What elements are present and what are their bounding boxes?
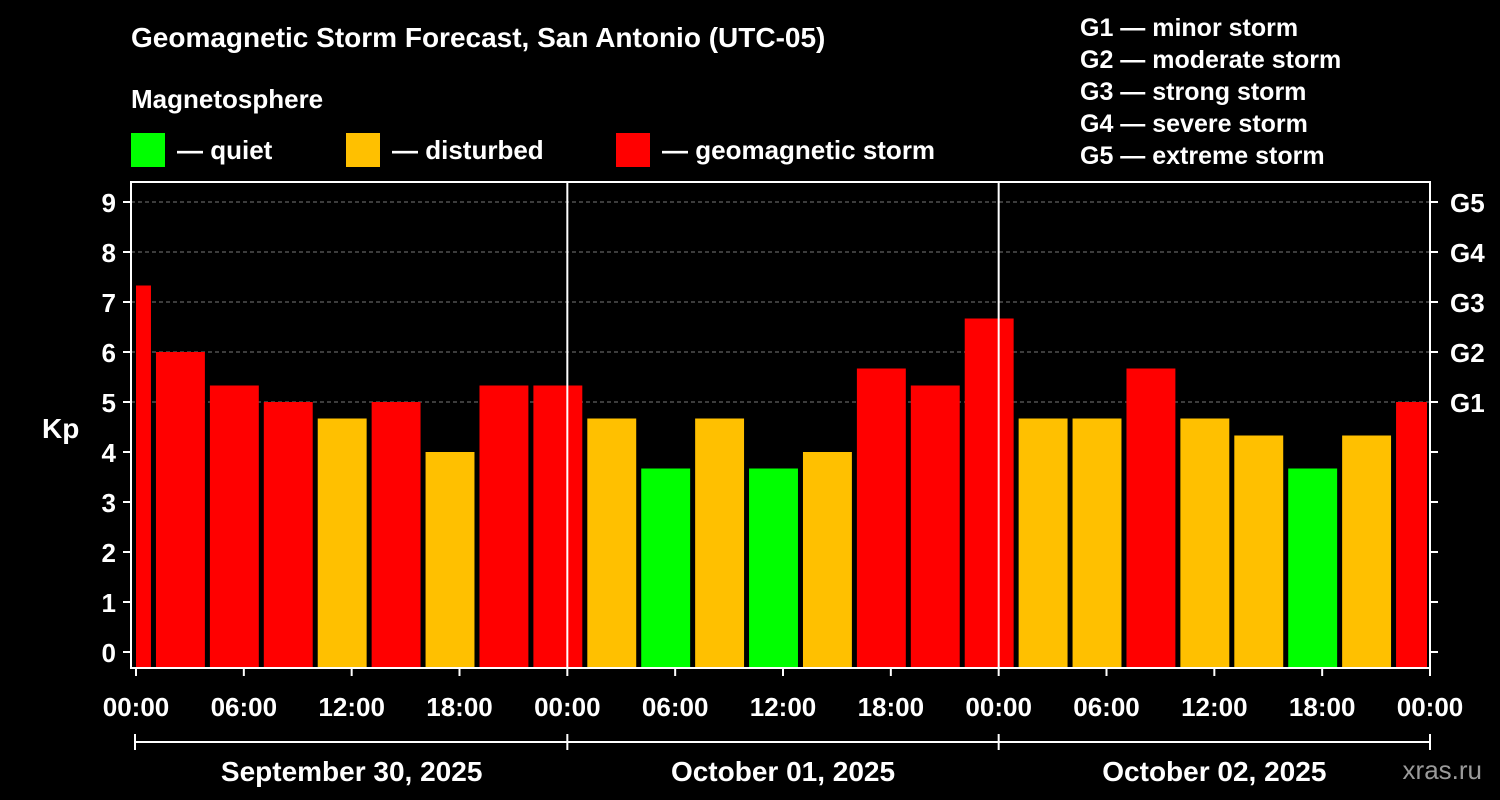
storm-scale-g2: G2 — moderate storm (1080, 46, 1342, 74)
storm-scale-g1: G1 — minor storm (1080, 14, 1299, 42)
g-scale-label: G3 (1450, 288, 1485, 318)
y-tick-label: 1 (102, 588, 116, 618)
kp-bar (1288, 468, 1338, 668)
y-tick-label: 3 (102, 488, 116, 518)
g-scale-label: G1 (1450, 388, 1485, 418)
x-tick-label: 00:00 (103, 692, 170, 722)
x-tick-label: 12:00 (1181, 692, 1248, 722)
kp-bar (1018, 418, 1068, 668)
date-label: October 01, 2025 (671, 756, 895, 787)
kp-bar (263, 402, 313, 668)
legend-swatch-disturbed (346, 133, 380, 167)
x-tick-label: 06:00 (642, 692, 709, 722)
x-tick-label: 00:00 (965, 692, 1032, 722)
legend-quiet: — quiet (131, 133, 272, 167)
kp-bar (910, 385, 960, 668)
date-label: September 30, 2025 (221, 756, 483, 787)
legend-storm: — geomagnetic storm (616, 133, 935, 167)
storm-scale-g3: G3 — strong storm (1080, 78, 1307, 106)
kp-bar (136, 285, 151, 668)
y-axis-label: Kp (42, 413, 80, 444)
storm-scale-g5: G5 — extreme storm (1080, 142, 1325, 170)
x-tick-label: 18:00 (1289, 692, 1356, 722)
x-tick-label: 06:00 (211, 692, 278, 722)
y-tick-label: 9 (102, 188, 116, 218)
legend-label-disturbed: — disturbed (392, 134, 544, 165)
y-tick-label: 8 (102, 238, 116, 268)
kp-bar (587, 418, 637, 668)
x-tick-label: 12:00 (750, 692, 817, 722)
legend-label-storm: — geomagnetic storm (662, 134, 936, 165)
x-tick-label: 06:00 (1073, 692, 1140, 722)
y-tick-label: 2 (102, 538, 116, 568)
credit-label: xras.ru (1402, 755, 1482, 785)
kp-bar (856, 368, 906, 668)
legend-swatch-storm (616, 133, 650, 167)
kp-bar (1180, 418, 1230, 668)
plot-frame (130, 181, 1431, 669)
kp-bar (1234, 435, 1284, 668)
y-tick-label: 4 (102, 438, 117, 468)
kp-bar (1072, 418, 1122, 668)
x-tick-label: 18:00 (858, 692, 925, 722)
x-tick-label: 12:00 (318, 692, 385, 722)
g-scale-label: G2 (1450, 338, 1485, 368)
y-tick-label: 5 (102, 388, 116, 418)
y-tick-label: 7 (102, 288, 116, 318)
chart-title: Geomagnetic Storm Forecast, San Antonio … (131, 22, 826, 53)
kp-bar (479, 385, 529, 668)
magnetosphere-label: Magnetosphere (131, 84, 324, 114)
kp-bar (209, 385, 259, 668)
legend-disturbed: — disturbed (346, 133, 544, 167)
x-tick-label: 00:00 (534, 692, 601, 722)
kp-bar (1126, 368, 1176, 668)
kp-bar (155, 352, 205, 668)
storm-scale-g4: G4 — severe storm (1080, 110, 1308, 138)
kp-bar (425, 452, 475, 668)
x-tick-label: 18:00 (426, 692, 493, 722)
kp-bar (371, 402, 421, 668)
date-label: October 02, 2025 (1102, 756, 1326, 787)
kp-bar (1396, 402, 1427, 668)
g-scale-label: G4 (1450, 238, 1485, 268)
kp-bar (1342, 435, 1392, 668)
kp-bar (964, 318, 1014, 668)
kp-bar (641, 468, 691, 668)
y-tick-label: 6 (102, 338, 116, 368)
y-tick-label: 0 (102, 638, 116, 668)
kp-bar (317, 418, 367, 668)
g-scale-label: G5 (1450, 188, 1485, 218)
kp-bar (802, 452, 852, 668)
legend-label-quiet: — quiet (177, 134, 273, 165)
kp-bar (749, 468, 798, 668)
x-tick-label: 00:00 (1397, 692, 1464, 722)
kp-bar (695, 418, 745, 668)
legend-swatch-quiet (131, 133, 165, 167)
kp-bar (533, 385, 583, 668)
